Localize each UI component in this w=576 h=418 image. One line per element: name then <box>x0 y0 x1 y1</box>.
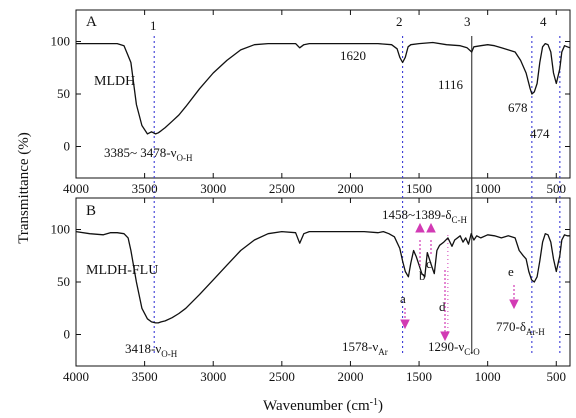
annotation-subscript: C-O <box>464 347 480 357</box>
panel-b-x-tick-label: 3000 <box>200 369 226 384</box>
panel-a-x-tick-label: 1000 <box>475 181 501 196</box>
peak-letter-a: a <box>400 291 406 306</box>
panel-b-x-tick-label: 1000 <box>475 369 501 384</box>
arrow-b-head <box>415 222 425 233</box>
annotation-main-text: 1578-ν <box>342 339 378 354</box>
peak-letter-d: d <box>439 299 446 314</box>
arrow-a-head <box>400 319 410 330</box>
annotation-main-text: 770-δ <box>496 319 526 334</box>
panel-b-peak-annotation: 1578-νAr <box>342 339 388 357</box>
panel-b-x-tick-label: 2000 <box>337 369 363 384</box>
panel-b-x-tick-label: 3500 <box>132 369 158 384</box>
panel-a-spectrum-line <box>76 41 571 135</box>
panel-a-y-tick-label: 100 <box>51 34 71 49</box>
panel-b-spectrum-line <box>75 230 570 324</box>
panel-b-peak-annotation: 1290-νC-O <box>428 339 480 357</box>
panel-a-x-tick-label: 500 <box>547 181 567 196</box>
panel-a-peak-annotation: 1620 <box>340 48 366 63</box>
peak-letter-e: e <box>508 264 514 279</box>
x-axis-label: Wavenumber (cm-1) <box>263 397 383 414</box>
panel-b-y-tick-label: 50 <box>57 274 70 289</box>
y-axis-label: Transmittance (%) <box>16 132 32 244</box>
panel-a-x-tick-label: 3000 <box>200 181 226 196</box>
annotation-main-text: 1458~1389-δ <box>382 207 452 222</box>
x-axis-label-main: Wavenumber (cm <box>263 398 370 414</box>
peak-letter-c: c <box>426 256 432 271</box>
x-axis-label-sup: -1 <box>370 397 378 408</box>
band-number-1: 1 <box>150 18 157 33</box>
panel-a-x-tick-label: 3500 <box>132 181 158 196</box>
annotation-main-text: 3385~ 3478-ν <box>104 145 177 160</box>
peak-letter-b: b <box>419 268 426 283</box>
panel-b-sample-label: MLDH-FLU <box>86 263 158 278</box>
band-number-4: 4 <box>540 14 547 29</box>
panel-a-peak-annotation: 474 <box>530 126 550 141</box>
panel-a-sample-label: MLDH <box>94 74 135 89</box>
annotation-subscript: C-H <box>452 215 468 225</box>
panel-a-peak-annotation: 678 <box>508 100 528 115</box>
panel-a-x-tick-label: 1500 <box>406 181 432 196</box>
annotation-main-text: 1620 <box>340 48 366 63</box>
annotation-main-text: 3418-ν <box>125 341 161 356</box>
annotation-subscript: O-H <box>177 153 193 163</box>
x-axis-label-end: ) <box>378 398 383 414</box>
panel-a-x-tick-label: 2000 <box>337 181 363 196</box>
arrow-c-head <box>426 222 436 233</box>
annotation-main-text: 1290-ν <box>428 339 464 354</box>
panel-a-letter: A <box>86 14 97 30</box>
annotation-main-text: 678 <box>508 100 528 115</box>
panel-b-letter: B <box>86 203 96 219</box>
panel-a-y-tick-label: 0 <box>64 139 71 154</box>
panel-b-x-tick-label: 1500 <box>406 369 432 384</box>
panel-a-x-tick-label: 2500 <box>269 181 295 196</box>
panel-b-y-tick-label: 100 <box>51 222 71 237</box>
band-number-3: 3 <box>464 14 471 29</box>
annotation-subscript: Ar <box>378 347 388 357</box>
annotation-main-text: 1116 <box>438 77 464 92</box>
annotation-subscript: Ar-H <box>526 327 545 337</box>
annotation-main-text: 474 <box>530 126 550 141</box>
panel-b-peak-annotation: 1458~1389-δC-H <box>382 207 468 225</box>
panel-b-y-tick-label: 0 <box>64 327 71 342</box>
arrow-e-head <box>509 299 519 310</box>
panel-b-peak-annotation: 3418-νO-H <box>125 341 178 359</box>
panel-a-y-tick-label: 50 <box>57 86 70 101</box>
panel-b-x-tick-label: 4000 <box>63 369 89 384</box>
panel-b-peak-annotation: 770-δAr-H <box>496 319 545 337</box>
panel-b-x-tick-label: 500 <box>547 369 567 384</box>
panel-a-peak-annotation: 3385~ 3478-νO-H <box>104 145 193 163</box>
band-number-2: 2 <box>396 14 403 29</box>
panel-a-x-tick-label: 4000 <box>63 181 89 196</box>
annotation-subscript: O-H <box>161 349 177 359</box>
magenta-arrows <box>400 222 519 342</box>
arrow-d-head <box>440 331 450 342</box>
panel-b-x-tick-label: 2500 <box>269 369 295 384</box>
panel-a-peak-annotation: 1116 <box>438 77 464 92</box>
